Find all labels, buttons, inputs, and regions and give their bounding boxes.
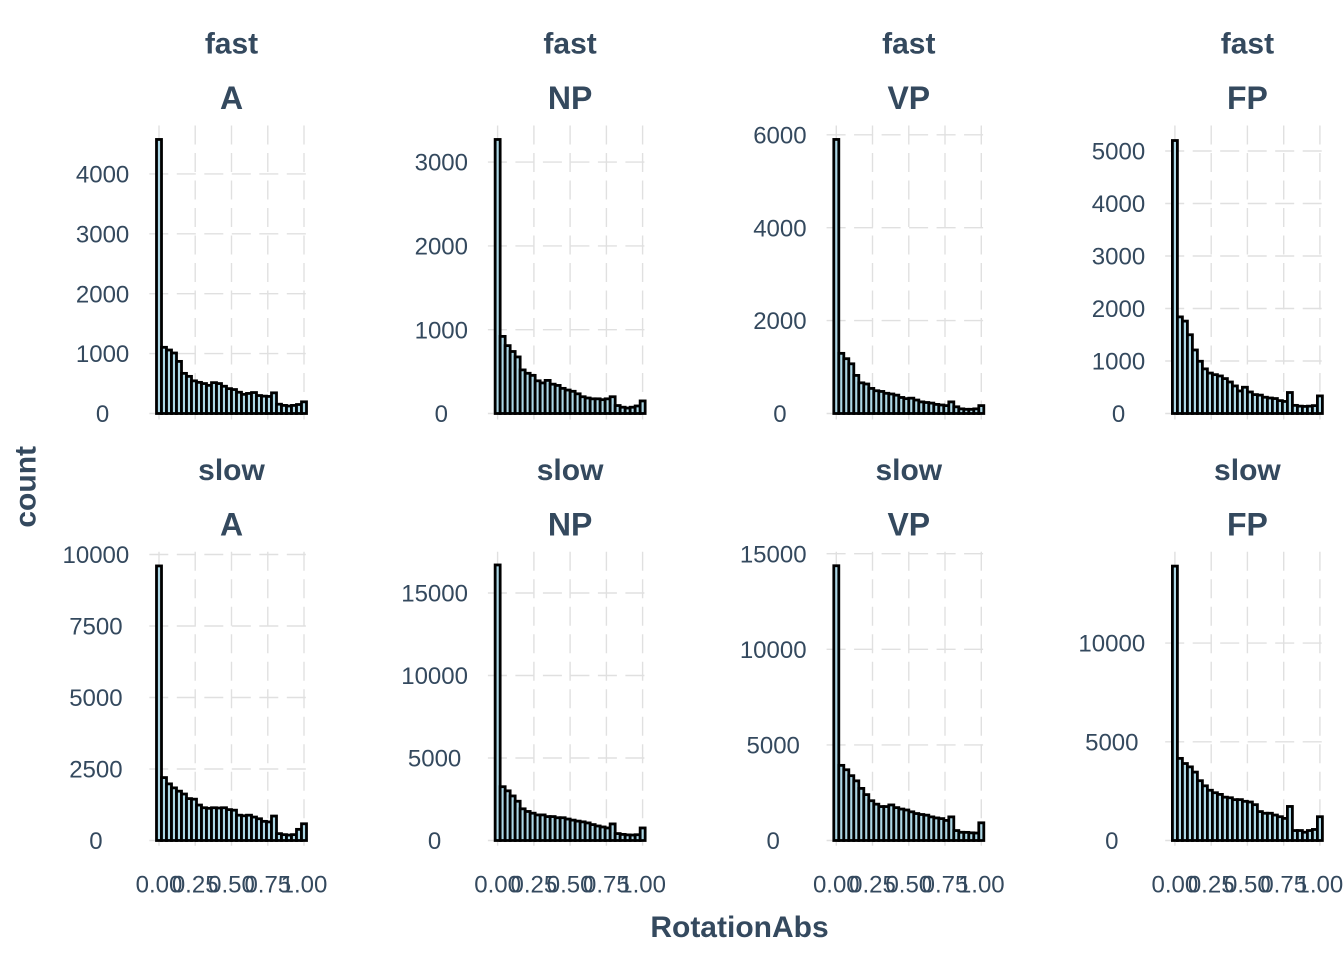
svg-text:3000: 3000 xyxy=(415,150,468,177)
svg-text:0.25: 0.25 xyxy=(1188,871,1235,898)
svg-text:0.75: 0.75 xyxy=(1260,871,1307,898)
svg-text:1.00: 1.00 xyxy=(1297,871,1344,898)
svg-text:0: 0 xyxy=(1105,828,1118,855)
svg-text:VP: VP xyxy=(887,80,930,116)
svg-text:1000: 1000 xyxy=(76,341,129,368)
svg-text:2000: 2000 xyxy=(1092,296,1145,323)
svg-text:NP: NP xyxy=(548,80,592,116)
svg-text:A: A xyxy=(220,507,243,543)
svg-text:3000: 3000 xyxy=(1092,244,1145,271)
svg-text:0: 0 xyxy=(767,828,780,855)
svg-text:3000: 3000 xyxy=(76,221,129,248)
svg-text:5000: 5000 xyxy=(69,685,122,712)
svg-text:2500: 2500 xyxy=(69,757,122,784)
svg-text:4000: 4000 xyxy=(1092,191,1145,218)
svg-text:0: 0 xyxy=(1112,401,1125,428)
svg-text:2000: 2000 xyxy=(76,281,129,308)
svg-text:1.00: 1.00 xyxy=(281,871,328,898)
svg-text:0: 0 xyxy=(428,828,441,855)
svg-text:A: A xyxy=(220,80,243,116)
svg-text:10000: 10000 xyxy=(401,663,468,690)
svg-text:0.25: 0.25 xyxy=(511,871,558,898)
svg-text:5000: 5000 xyxy=(1092,139,1145,166)
svg-text:0: 0 xyxy=(89,828,102,855)
svg-text:10000: 10000 xyxy=(63,542,130,569)
svg-text:0.75: 0.75 xyxy=(583,871,630,898)
svg-text:fast: fast xyxy=(1221,27,1274,60)
svg-text:0.50: 0.50 xyxy=(547,871,594,898)
svg-text:1000: 1000 xyxy=(1092,349,1145,376)
svg-text:0.00: 0.00 xyxy=(813,871,860,898)
svg-text:1.00: 1.00 xyxy=(619,871,666,898)
svg-text:1000: 1000 xyxy=(415,317,468,344)
svg-text:FP: FP xyxy=(1227,80,1268,116)
svg-text:fast: fast xyxy=(882,27,935,60)
svg-text:slow: slow xyxy=(875,454,942,487)
svg-text:fast: fast xyxy=(543,27,596,60)
svg-text:0: 0 xyxy=(435,401,448,428)
svg-text:0.25: 0.25 xyxy=(849,871,896,898)
svg-text:5000: 5000 xyxy=(1085,729,1138,756)
svg-text:0.75: 0.75 xyxy=(922,871,969,898)
svg-text:0: 0 xyxy=(96,401,109,428)
svg-text:2000: 2000 xyxy=(415,234,468,261)
svg-text:2000: 2000 xyxy=(753,308,806,335)
svg-text:15000: 15000 xyxy=(740,541,807,568)
svg-text:0.50: 0.50 xyxy=(885,871,932,898)
svg-text:0.00: 0.00 xyxy=(136,871,183,898)
svg-text:5000: 5000 xyxy=(747,733,800,760)
svg-text:fast: fast xyxy=(205,27,258,60)
svg-text:10000: 10000 xyxy=(740,637,807,664)
svg-text:5000: 5000 xyxy=(408,746,461,773)
svg-text:VP: VP xyxy=(887,507,930,543)
svg-text:slow: slow xyxy=(198,454,265,487)
svg-text:0.00: 0.00 xyxy=(1152,871,1199,898)
svg-text:0.50: 0.50 xyxy=(208,871,255,898)
svg-text:4000: 4000 xyxy=(76,162,129,189)
svg-text:0.00: 0.00 xyxy=(474,871,521,898)
svg-text:15000: 15000 xyxy=(401,581,468,608)
svg-text:FP: FP xyxy=(1227,507,1268,543)
svg-text:slow: slow xyxy=(537,454,604,487)
svg-text:0: 0 xyxy=(773,401,786,428)
svg-text:10000: 10000 xyxy=(1078,631,1145,658)
svg-text:slow: slow xyxy=(1214,454,1281,487)
svg-text:7500: 7500 xyxy=(69,614,122,641)
svg-text:RotationAbs: RotationAbs xyxy=(650,911,828,944)
svg-text:1.00: 1.00 xyxy=(958,871,1005,898)
svg-text:NP: NP xyxy=(548,507,592,543)
svg-text:6000: 6000 xyxy=(753,122,806,149)
svg-text:0.75: 0.75 xyxy=(244,871,291,898)
svg-text:0.25: 0.25 xyxy=(172,871,219,898)
svg-text:count: count xyxy=(10,446,43,528)
svg-text:0.50: 0.50 xyxy=(1224,871,1271,898)
svg-text:4000: 4000 xyxy=(753,215,806,242)
